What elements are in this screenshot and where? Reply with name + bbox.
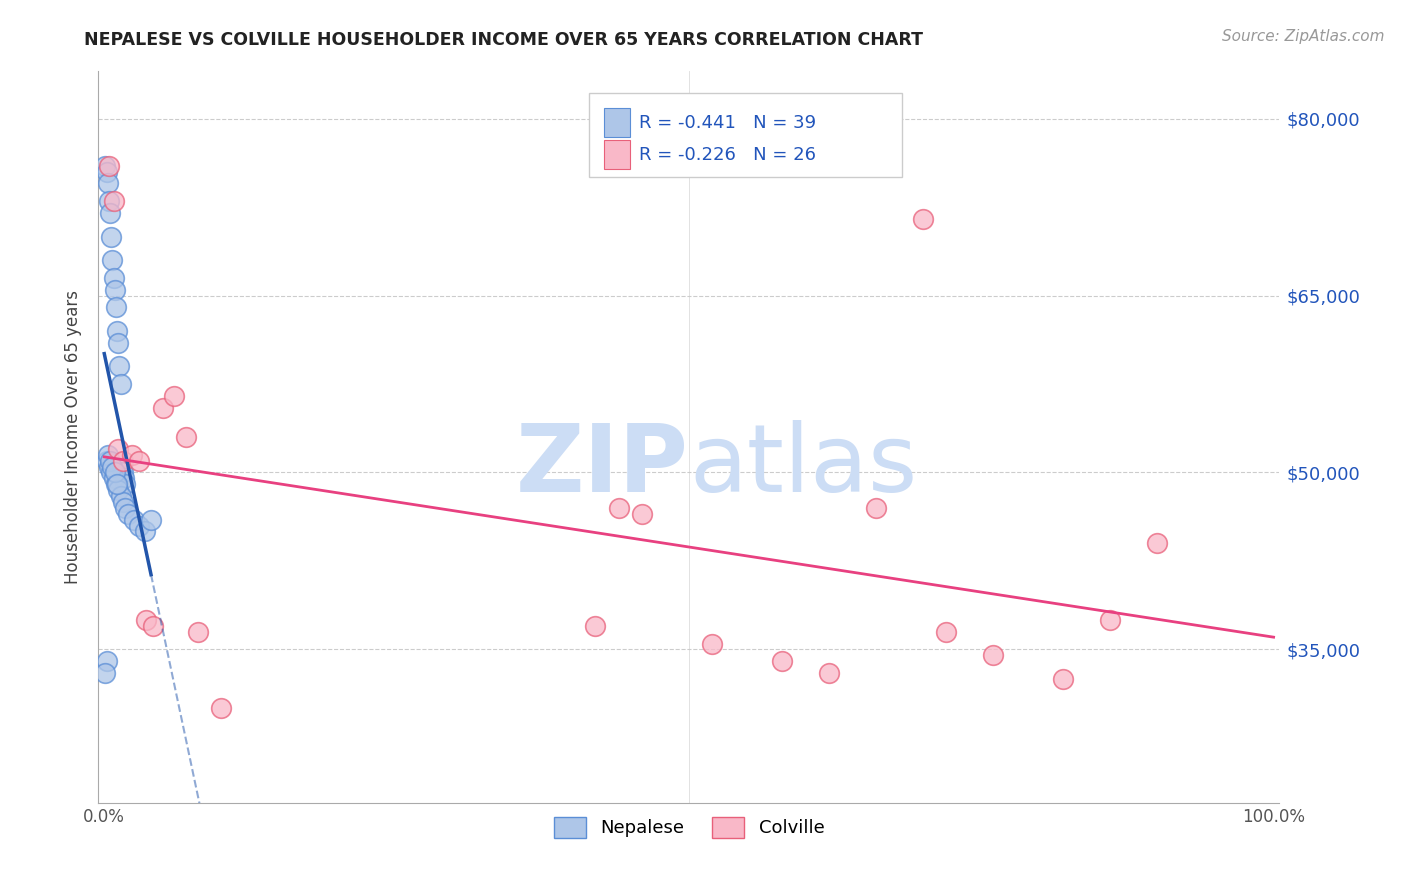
Point [139,513,162,527]
Point [107,483,129,498]
Point [981,648,1004,663]
Point [97,159,120,173]
Point [101,253,124,268]
Point [152,401,174,415]
Point [112,471,135,485]
Point [105,324,128,338]
Point [103,471,125,485]
Point [128,518,150,533]
Point [105,477,128,491]
Point [772,654,794,668]
Legend: Nepalese, Colville: Nepalese, Colville [547,810,831,845]
Point [111,466,134,480]
Point [128,453,150,467]
Bar [605,108,630,137]
Point [865,500,887,515]
Point [121,448,143,462]
Point [96,453,118,467]
Point [110,376,132,391]
Point [935,624,957,639]
Text: atlas: atlas [689,420,917,512]
Text: R = -0.441   N = 39: R = -0.441 N = 39 [640,113,817,131]
Point [104,301,127,315]
Bar [605,140,630,169]
Point [97,459,120,474]
Point [104,477,127,491]
Point [111,459,134,474]
Text: NEPALESE VS COLVILLE HOUSEHOLDER INCOME OVER 65 YEARS CORRELATION CHART: NEPALESE VS COLVILLE HOUSEHOLDER INCOME … [84,31,924,49]
Point [818,666,841,681]
Bar [589,94,901,178]
Text: ZIP: ZIP [516,420,689,512]
Point [114,477,136,491]
Point [110,489,132,503]
Text: Source: ZipAtlas.com: Source: ZipAtlas.com [1222,29,1385,44]
Point [108,359,131,374]
Point [702,636,724,650]
Point [97,177,120,191]
Point [101,459,124,474]
Point [104,283,127,297]
Text: R = -0.226   N = 26: R = -0.226 N = 26 [640,145,817,164]
Point [98,453,121,467]
Point [163,389,186,403]
Point [94,159,117,173]
Y-axis label: Householder Income Over 65 years: Householder Income Over 65 years [65,290,83,584]
Point [98,206,121,220]
Point [111,495,134,509]
Point [103,194,125,208]
Point [631,507,654,521]
Point [107,335,129,350]
Point [96,654,118,668]
Point [583,619,606,633]
Point [134,524,156,539]
Point [107,442,129,456]
Point [1146,536,1168,550]
Point [103,270,125,285]
Point [209,701,232,715]
Point [94,666,117,681]
Point [135,613,157,627]
Point [122,513,145,527]
Point [911,211,934,226]
Point [100,466,122,480]
Point [97,194,120,208]
Point [1098,613,1121,627]
Point [96,164,118,178]
Point [607,500,630,515]
Point [1052,672,1074,686]
Point [111,453,134,467]
Point [97,448,120,462]
Point [104,466,127,480]
Point [100,229,122,244]
Point [142,619,165,633]
Point [187,624,209,639]
Point [117,507,139,521]
Point [114,500,136,515]
Point [174,430,197,444]
